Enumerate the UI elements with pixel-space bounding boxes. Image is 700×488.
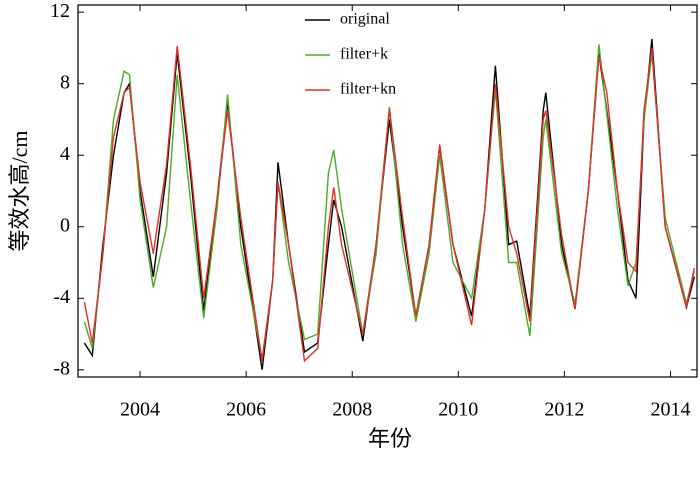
legend-label: original <box>340 11 390 28</box>
y-tick-label: -4 <box>53 286 70 308</box>
x-tick-label: 2004 <box>120 399 160 421</box>
y-tick-label: 12 <box>50 0 70 22</box>
y-tick-label: 0 <box>60 214 70 236</box>
x-tick-label: 2006 <box>226 399 266 421</box>
y-tick-label: -8 <box>53 357 70 379</box>
y-axis-label: 等效水高/cm <box>7 131 32 252</box>
legend-label: filter+k <box>340 46 388 63</box>
plot-frame <box>77 4 698 378</box>
y-tick-label: 4 <box>60 143 70 165</box>
x-tick-label: 2010 <box>438 399 478 421</box>
x-tick-label: 2012 <box>544 399 584 421</box>
legend-label: filter+kn <box>340 81 396 98</box>
series-line <box>83 46 695 363</box>
y-tick-label: 8 <box>60 71 70 93</box>
x-axis-label: 年份 <box>368 426 412 451</box>
x-tick-label: 2008 <box>332 399 372 421</box>
x-tick-label: 2014 <box>650 399 690 421</box>
